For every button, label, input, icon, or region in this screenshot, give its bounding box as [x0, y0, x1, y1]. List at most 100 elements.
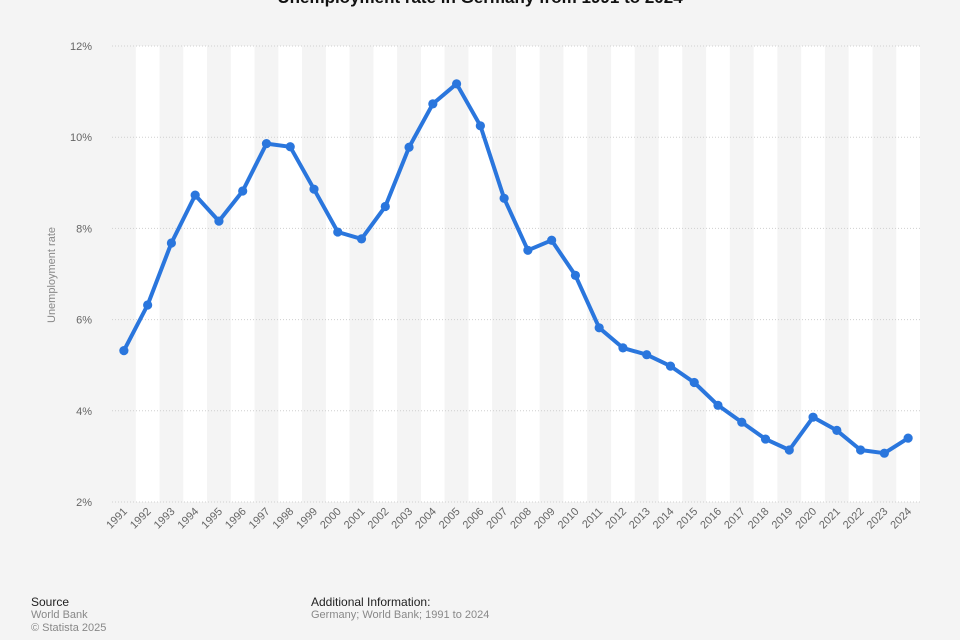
x-tick-label: 2019 [770, 506, 796, 532]
data-point[interactable] [309, 184, 319, 194]
data-point[interactable] [143, 300, 153, 310]
x-tick-label: 2010 [556, 506, 582, 532]
data-point[interactable] [547, 235, 557, 245]
data-point[interactable] [903, 433, 913, 443]
x-tick-label: 2006 [461, 506, 487, 532]
data-point[interactable] [380, 201, 390, 212]
chart-title: Unemployment rate in Germany from 1991 t… [0, 0, 960, 8]
data-point[interactable] [119, 346, 129, 356]
data-point[interactable] [404, 142, 414, 152]
column-band [848, 46, 873, 502]
data-point[interactable] [642, 350, 652, 360]
column-bands [112, 46, 920, 502]
x-tick-label: 1994 [175, 506, 201, 532]
column-band [397, 46, 421, 502]
column-band [278, 46, 303, 502]
x-tick-label: 2022 [841, 506, 867, 532]
column-band [634, 46, 659, 502]
column-band [516, 46, 540, 502]
data-point[interactable] [499, 193, 509, 203]
data-point[interactable] [618, 343, 628, 353]
x-tick-label: 2008 [508, 506, 534, 532]
y-axis-label: Unemployment rate [46, 227, 58, 323]
x-tick-label: 2003 [389, 506, 415, 532]
x-tick-label: 2024 [888, 506, 914, 532]
x-tick-label: 1995 [199, 506, 225, 532]
data-point[interactable] [832, 425, 842, 436]
data-point[interactable] [737, 417, 747, 427]
x-tick-label: 2009 [532, 506, 558, 532]
column-band [207, 46, 231, 502]
column-band [777, 46, 802, 502]
column-band [420, 46, 445, 502]
y-tick-label: 12% [70, 41, 92, 53]
data-point[interactable] [879, 448, 889, 458]
data-point[interactable] [784, 445, 794, 455]
x-tick-label: 2016 [698, 506, 724, 532]
x-tick-label: 1996 [223, 506, 249, 532]
column-band [492, 46, 516, 502]
data-points [119, 79, 913, 458]
x-tick-label: 2015 [675, 506, 701, 532]
column-band [159, 46, 184, 502]
source-line: World Bank [31, 609, 88, 621]
data-point[interactable] [713, 400, 723, 410]
data-point[interactable] [238, 186, 248, 196]
data-point[interactable] [855, 445, 866, 455]
data-point[interactable] [261, 138, 272, 149]
column-band [896, 46, 920, 502]
y-tick-label: 8% [76, 223, 92, 235]
column-band [444, 46, 469, 502]
data-point[interactable] [665, 361, 676, 371]
data-point[interactable] [808, 412, 818, 422]
data-point[interactable] [451, 79, 462, 89]
x-tick-label: 2023 [865, 506, 891, 532]
additional-info-heading: Additional Information: [311, 595, 431, 609]
x-tick-label: 2012 [603, 506, 629, 532]
copyright-line: © Statista 2025 [31, 622, 107, 634]
column-band [872, 46, 897, 502]
data-point[interactable] [570, 270, 581, 280]
column-band [302, 46, 326, 502]
column-band [373, 46, 398, 502]
y-tick-label: 10% [70, 132, 92, 144]
x-tick-label: 1991 [104, 506, 130, 532]
data-point[interactable] [214, 216, 224, 226]
data-point[interactable] [333, 227, 343, 237]
x-tick-label: 2017 [722, 506, 748, 532]
column-band [611, 46, 635, 502]
column-band [706, 46, 730, 502]
data-point[interactable] [285, 142, 295, 152]
column-band [658, 46, 683, 502]
data-point[interactable] [428, 99, 438, 109]
y-tick-label: 4% [76, 406, 92, 418]
data-point[interactable] [689, 377, 699, 388]
data-point[interactable] [475, 121, 485, 131]
column-band [325, 46, 350, 502]
x-tick-label: 1999 [294, 506, 320, 532]
data-point[interactable] [166, 238, 177, 248]
data-point[interactable] [190, 190, 200, 200]
column-band [753, 46, 778, 502]
x-tick-label: 2014 [651, 506, 677, 532]
data-point[interactable] [356, 234, 367, 244]
column-band [682, 46, 707, 502]
x-tick-label: 2005 [437, 506, 463, 532]
column-band [135, 46, 160, 502]
column-band [824, 46, 849, 502]
column-band [230, 46, 255, 502]
x-axis-ticks: 1991199219931994199519961997199819992000… [104, 506, 914, 532]
x-tick-label: 2001 [342, 506, 368, 532]
x-tick-label: 1993 [152, 506, 178, 532]
x-tick-label: 2002 [366, 506, 392, 532]
data-point[interactable] [594, 323, 604, 333]
data-point[interactable] [760, 434, 771, 444]
x-tick-label: 1992 [128, 506, 154, 532]
x-tick-label: 2018 [746, 506, 772, 532]
x-tick-label: 2020 [793, 506, 819, 532]
data-point[interactable] [523, 245, 533, 255]
x-tick-label: 2004 [413, 506, 439, 532]
x-tick-label: 1997 [247, 506, 273, 532]
x-tick-label: 2013 [627, 506, 653, 532]
